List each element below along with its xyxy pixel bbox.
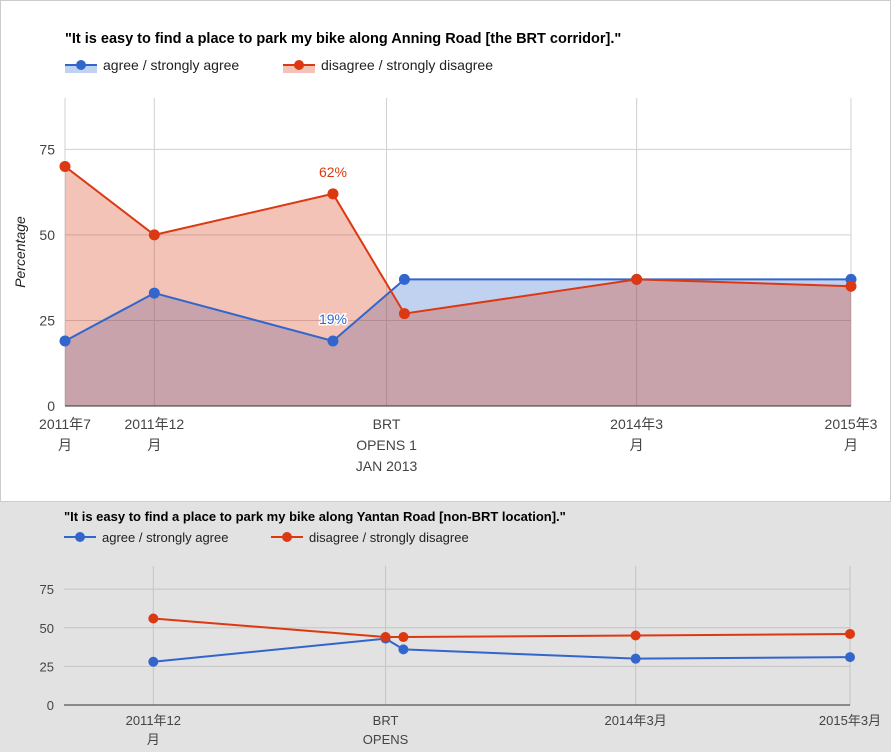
- x-tick-label: OPENS: [363, 732, 409, 747]
- x-tick-label: 2015年3月: [819, 713, 881, 728]
- data-point-agree: [845, 652, 855, 663]
- legend-label: disagree / strongly disagree: [321, 57, 493, 73]
- data-point-disagree: [845, 628, 855, 639]
- x-tick-label: OPENS 1: [356, 437, 417, 453]
- data-point-agree: [327, 335, 339, 347]
- x-tick-label: 月: [147, 732, 160, 747]
- legend-marker: [76, 60, 86, 70]
- y-tick-label: 0: [47, 698, 54, 713]
- x-tick-label: 月: [844, 437, 858, 453]
- y-tick-label: 25: [39, 312, 55, 328]
- data-point-agree: [630, 653, 641, 664]
- y-axis-title: Percentage: [12, 216, 28, 288]
- x-tick-label: BRT: [373, 416, 401, 432]
- series-line-agree: [64, 278, 851, 343]
- x-tick-label: BRT: [373, 713, 399, 728]
- x-tick-label: 2014年3月: [605, 713, 667, 728]
- series-line-disagree: [64, 165, 852, 315]
- y-tick-label: 75: [40, 582, 54, 597]
- y-tick-label: 50: [40, 621, 54, 636]
- x-tick-label: 2014年3: [610, 416, 663, 432]
- x-tick-label: 2015年3: [825, 416, 878, 432]
- legend-item-agree: agree / strongly agree: [64, 530, 228, 545]
- area-disagree: [65, 166, 851, 406]
- chart-title: "It is easy to find a place to park my b…: [64, 509, 566, 524]
- chart-yantan: "It is easy to find a place to park my b…: [40, 509, 882, 747]
- chart-anning: "It is easy to find a place to park my b…: [12, 31, 878, 474]
- data-point-agree: [398, 644, 409, 655]
- data-point-disagree: [631, 273, 643, 285]
- data-point-disagree: [148, 613, 159, 624]
- x-tick-label: 月: [147, 437, 161, 453]
- data-point-disagree: [327, 188, 339, 200]
- data-point-agree: [59, 335, 71, 347]
- legend-label: agree / strongly agree: [102, 530, 228, 545]
- x-tick-label: 月: [58, 437, 72, 453]
- area-agree: [65, 279, 851, 406]
- legend-item-agree: agree / strongly agree: [65, 57, 239, 73]
- y-tick-label: 50: [39, 227, 55, 243]
- chart-panel-yantan: "It is easy to find a place to park my b…: [0, 502, 891, 752]
- data-label-agree: 19%: [319, 311, 347, 327]
- data-point-disagree: [380, 632, 391, 643]
- data-point-agree: [148, 287, 160, 299]
- legend-label: disagree / strongly disagree: [309, 530, 469, 545]
- legend-marker: [282, 532, 292, 542]
- legend-marker: [75, 532, 85, 542]
- data-point-disagree: [59, 160, 71, 172]
- legend-label: agree / strongly agree: [103, 57, 239, 73]
- data-point-disagree: [845, 280, 857, 292]
- x-tick-label: JAN 2013: [356, 458, 418, 474]
- x-tick-label: 月: [630, 437, 644, 453]
- y-tick-label: 0: [47, 398, 55, 414]
- y-tick-label: 25: [40, 659, 54, 674]
- x-tick-label: 2011年12: [126, 713, 181, 728]
- chart-panel-anning: "It is easy to find a place to park my b…: [0, 0, 891, 502]
- data-point-agree: [148, 656, 159, 667]
- data-label-disagree: 62%: [319, 164, 347, 180]
- chart-title: "It is easy to find a place to park my b…: [65, 31, 621, 47]
- legend-item-disagree: disagree / strongly disagree: [283, 57, 493, 73]
- x-tick-label: 2011年7: [39, 416, 91, 432]
- data-point-disagree: [630, 630, 641, 641]
- legend-item-disagree: disagree / strongly disagree: [271, 530, 469, 545]
- y-tick-label: 75: [39, 141, 55, 157]
- legend-marker: [294, 60, 304, 70]
- data-point-disagree: [398, 308, 410, 320]
- data-point-agree: [398, 273, 410, 285]
- data-point-disagree: [148, 229, 160, 241]
- data-point-disagree: [398, 632, 409, 643]
- x-tick-label: 2011年12: [124, 416, 184, 432]
